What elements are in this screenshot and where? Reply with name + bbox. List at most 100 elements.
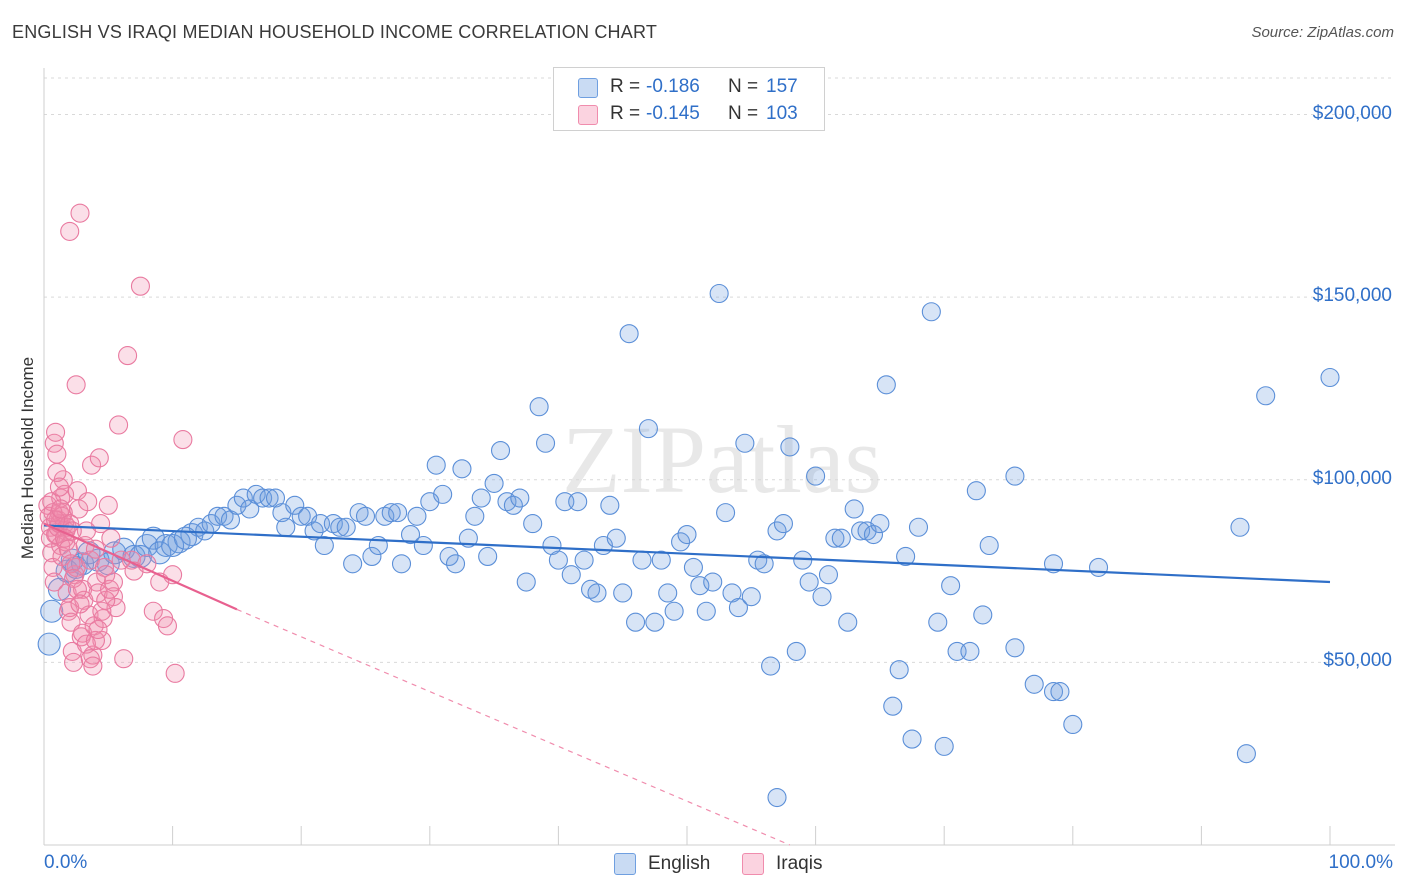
english-point-56 [433,484,453,504]
n-value: 103 [766,103,798,124]
english-point-49 [388,503,408,523]
legend-item-iraqis[interactable]: Iraqis [742,850,822,878]
english-point-63 [478,546,498,567]
english-point-48 [381,503,401,523]
english-point-110 [780,437,800,457]
iraqis-point-47 [89,448,109,468]
english-point-111 [786,641,806,661]
english-point-95 [683,557,703,577]
english-point-128 [896,546,916,567]
english-point-25 [233,488,253,508]
english-point-76 [561,565,581,585]
english-point-132 [928,612,948,632]
english-point-52 [407,506,427,526]
iraqis-point-38 [78,492,98,512]
legend-item-english[interactable]: English [614,850,710,878]
iraqis-point-65 [143,601,163,621]
english-point-136 [960,641,980,661]
english-point-123 [863,524,884,545]
english-point-58 [445,554,466,574]
iraqis-swatch [578,105,598,125]
english-legend-swatch [614,853,636,875]
english-point-144 [1050,682,1070,702]
n-label: N = [728,76,759,97]
english-point-85 [619,324,639,344]
english-point-45 [362,546,382,567]
english-point-103 [735,433,755,453]
english-point-115 [812,587,832,607]
english-point-57 [439,546,459,567]
iraqis-point-79 [60,514,80,534]
english-point-146 [1088,557,1109,577]
r-value: -0.186 [646,76,700,97]
english-point-90 [651,550,671,570]
english-point-84 [613,583,633,603]
iraqis-point-94 [83,656,103,676]
y-tick-label: $150,000 [1312,285,1392,307]
english-point-19 [195,521,215,541]
english-point-66 [497,492,517,512]
english-point-131 [921,302,941,322]
iraqis-point-71 [173,430,193,450]
iraqis-point-57 [109,415,129,435]
english-point-60 [458,528,478,548]
iraqis-point-63 [130,276,150,296]
legend-label-english: English [648,853,711,874]
english-point-55 [426,455,446,475]
english-point-59 [452,459,472,479]
english-point-116 [818,565,839,585]
english-point-125 [876,375,896,395]
english-point-72 [535,433,556,453]
legend-label-iraqis: Iraqis [776,853,823,874]
iraqis-point-95 [85,630,105,651]
iraqis-point-93 [80,649,100,669]
iraqis-point-84 [51,499,71,519]
iraqis-point-8 [46,422,66,442]
english-point-0 [37,632,61,656]
y-tick-label: $50,000 [1323,650,1392,672]
iraqis-point-97 [92,601,112,621]
english-point-78 [574,550,594,570]
english-point-86 [626,612,646,632]
english-point-138 [973,605,993,625]
english-point-127 [889,660,909,680]
iraqis-point-100 [103,572,123,592]
english-point-142 [1024,674,1044,694]
english-point-38 [314,535,334,556]
english-point-124 [870,514,890,534]
iraqis-point-22 [60,221,80,241]
iraqis-point-87 [61,554,81,574]
iraqis-point-6 [44,572,64,592]
english-point-139 [979,535,999,556]
english-point-118 [831,528,851,548]
y-tick-label: $200,000 [1312,102,1392,124]
iraqis-point-53 [98,495,118,515]
english-point-44 [355,506,376,526]
english-point-87 [632,550,652,570]
english-point-39 [323,514,343,534]
english-point-36 [304,521,324,541]
english-point-106 [754,554,774,574]
english-point-152 [1320,367,1340,388]
series-english [37,283,1340,808]
english-point-70 [523,514,543,534]
english-point-42 [343,554,363,574]
english-point-80 [587,583,607,603]
english-point-34 [291,506,311,526]
english-point-50 [391,554,412,574]
english-point-29 [259,488,279,508]
iraqis-point-24 [61,612,81,632]
english-point-121 [851,521,871,541]
english-point-94 [677,524,697,545]
english-point-98 [703,572,723,592]
english-point-134 [941,576,961,596]
english-point-92 [664,601,684,621]
english-point-74 [548,550,568,570]
iraqis-trend-line [43,522,238,611]
chart-source: Source: ZipAtlas.com [1251,24,1394,41]
english-point-102 [728,598,748,618]
iraqis-point-96 [88,619,108,640]
iraqis-point-42 [83,645,103,665]
y-tick-label: $100,000 [1312,467,1392,489]
